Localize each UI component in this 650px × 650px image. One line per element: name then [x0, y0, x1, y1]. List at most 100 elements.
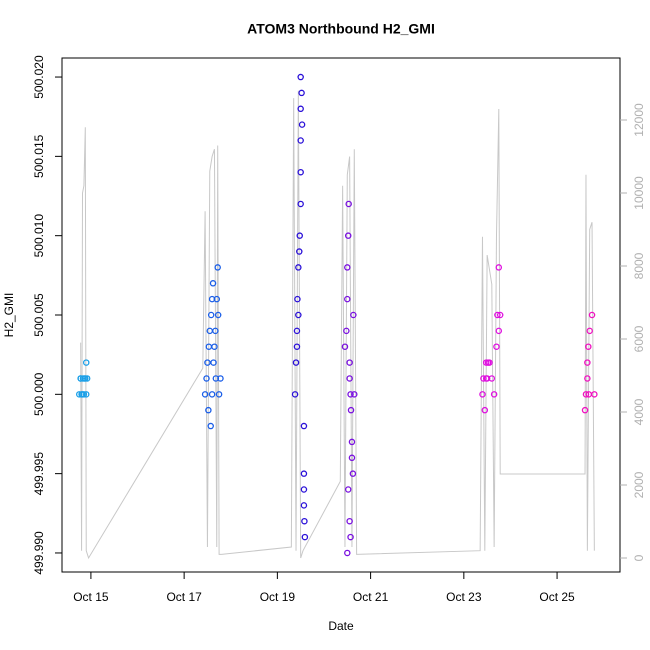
y-tick-label: 500.020 — [32, 55, 46, 99]
data-point — [481, 406, 489, 414]
data-point — [584, 375, 591, 382]
data-point — [204, 359, 211, 366]
y-tick-label: 500.005 — [32, 293, 46, 337]
data-point — [349, 470, 357, 477]
y2-tick-label: 10000 — [632, 176, 646, 210]
data-point — [301, 517, 308, 525]
data-point — [210, 359, 217, 366]
data-point — [300, 470, 308, 477]
data-point — [347, 391, 354, 398]
x-tick-label: Oct 23 — [446, 590, 482, 604]
data-point — [591, 391, 598, 398]
data-point — [81, 375, 88, 382]
y-tick-label: 500.000 — [32, 372, 46, 416]
data-point — [215, 391, 223, 398]
y-tick-label: 499.995 — [32, 452, 46, 496]
line-series — [80, 90, 595, 560]
data-point — [298, 89, 305, 97]
data-point — [300, 502, 308, 509]
data-point — [495, 264, 503, 271]
data-point — [347, 533, 354, 541]
x-tick-label: Oct 15 — [73, 590, 109, 604]
data-point — [82, 359, 90, 366]
data-point — [346, 517, 353, 525]
y2-tick-label: 6000 — [632, 325, 646, 352]
data-point — [214, 311, 222, 319]
data-point — [208, 391, 216, 398]
data-point — [83, 375, 91, 382]
data-point — [344, 264, 351, 271]
data-point — [298, 121, 306, 128]
data-point — [213, 295, 221, 303]
data-point — [209, 280, 217, 287]
y2-tick-label: 8000 — [632, 252, 646, 279]
y-axis-label: H2_GMI — [2, 293, 16, 338]
data-point — [297, 73, 304, 81]
data-point — [585, 343, 592, 350]
data-point — [581, 406, 589, 414]
data-point — [344, 232, 352, 239]
data-point — [297, 168, 304, 176]
data-point — [341, 343, 349, 350]
data-point — [351, 391, 358, 398]
data-point — [582, 391, 590, 398]
data-point — [494, 311, 501, 319]
data-point — [293, 343, 301, 350]
x-tick-label: Oct 25 — [539, 590, 575, 604]
data-point — [350, 311, 357, 319]
data-point — [300, 486, 308, 493]
data-point — [347, 406, 355, 414]
data-point — [300, 422, 308, 430]
data-point — [346, 375, 353, 382]
data-point — [584, 359, 591, 366]
data-point — [345, 200, 352, 208]
data-point — [348, 438, 356, 446]
data-point — [496, 311, 504, 319]
data-point — [348, 454, 356, 462]
data-point — [205, 406, 212, 414]
data-point — [343, 327, 350, 335]
x-axis-label: Date — [328, 619, 354, 633]
y2-tick-label: 12000 — [632, 103, 646, 137]
plot-frame — [61, 57, 621, 573]
data-point — [295, 264, 302, 271]
x-tick-label: Oct 19 — [260, 590, 296, 604]
data-point — [493, 343, 500, 350]
data-point — [586, 327, 593, 335]
data-point — [79, 391, 86, 398]
data-point — [490, 391, 498, 398]
data-point — [212, 327, 219, 335]
data-point — [82, 391, 90, 398]
data-point — [301, 533, 309, 541]
data-point — [214, 264, 221, 271]
data-point — [585, 391, 593, 398]
data-point — [344, 295, 351, 303]
data-point — [206, 327, 214, 335]
data-point — [482, 375, 490, 382]
data-point — [297, 105, 304, 113]
y2-tick-label: 4000 — [632, 398, 646, 425]
y2-tick-label: 2000 — [632, 471, 646, 498]
data-point — [207, 422, 214, 430]
data-point — [346, 359, 353, 366]
data-point — [344, 486, 352, 493]
data-point — [292, 359, 300, 366]
y2-tick-label: 0 — [632, 554, 646, 561]
data-point — [294, 295, 301, 303]
data-point — [203, 375, 210, 382]
data-point — [296, 248, 303, 255]
data-point — [217, 375, 224, 382]
y-tick-label: 499.990 — [32, 531, 46, 575]
x-tick-label: Oct 17 — [166, 590, 202, 604]
data-point — [479, 391, 486, 398]
data-point — [297, 200, 304, 208]
data-point — [77, 375, 84, 382]
x-tick-label: Oct 21 — [353, 590, 389, 604]
data-point — [201, 391, 209, 398]
data-point — [295, 311, 302, 319]
y-tick-label: 500.015 — [32, 134, 46, 178]
data-point — [484, 359, 492, 366]
data-point — [207, 311, 215, 319]
